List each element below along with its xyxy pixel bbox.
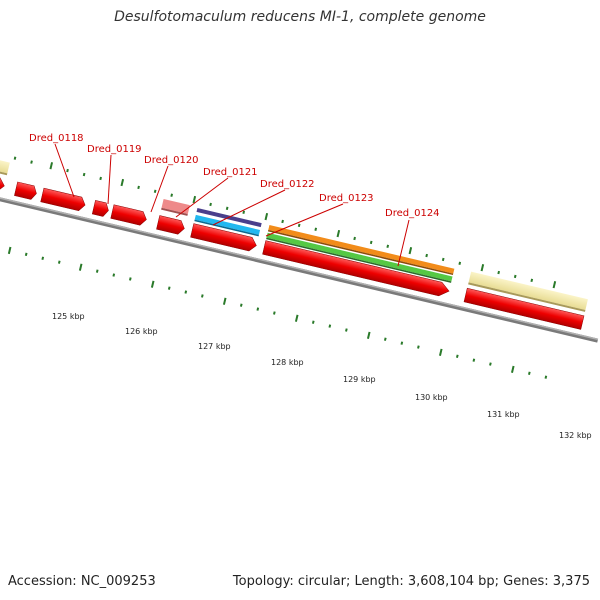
gene-arrow-0120 [91,200,109,217]
gene-label-0123: Dred_0123 [319,193,374,204]
gene-label-0119: Dred_0119 [87,144,142,155]
gene-arrows [0,163,585,330]
cyan-feature [194,214,261,235]
upper-tick-row [13,156,557,289]
gene-arrow-0118 [14,181,37,200]
label-leaders [54,143,410,267]
scale-label-129: 129 kbp [343,375,376,384]
gene-arrow-0123 [190,223,257,252]
leader-line-0118 [54,143,75,198]
scale-label-128: 128 kbp [271,358,304,367]
leader-line-0122 [212,189,286,226]
gene-arrow-0122 [156,215,185,235]
gene-label-0118: Dred_0118 [29,133,84,144]
scale-label-132: 132 kbp [559,431,592,440]
tan-feature-left [0,147,10,174]
gene-arrow-0119 [40,187,86,212]
green-feature [266,232,453,282]
gene-label-0120: Dred_0120 [144,155,199,166]
annotation-tracks [161,198,455,283]
genome-stats-text: Topology: circular; Length: 3,608,104 bp… [232,574,590,589]
gene-arrow-0124 [262,240,450,297]
scale-label-125: 125 kbp [52,312,85,321]
leader-line-0119 [107,154,112,205]
scale-label-130: 130 kbp [415,393,448,402]
scale-label-131: 131 kbp [487,410,520,419]
map-title: Desulfotomaculum reducens MI-1, complete… [114,9,486,25]
gene-label-0122: Dred_0122 [260,179,315,190]
pink-feature [161,198,190,214]
gene-arrow-0125 [463,287,585,330]
leader-line-0121 [175,177,229,218]
gene-arrow-0117 [0,163,5,192]
gene-label-0124: Dred_0124 [385,208,440,219]
scale-label-127: 127 kbp [198,342,231,351]
scale-tick-row [7,246,548,379]
gene-arrow-0121 [110,204,147,226]
scale-label-126: 126 kbp [125,327,158,336]
orange-feature [268,225,455,274]
accession-text: Accession: NC_009253 [8,574,156,589]
feature-track-tan [0,147,588,312]
tan-feature-right [468,271,588,310]
leader-line-0120 [150,165,169,213]
gene-label-0121: Dred_0121 [203,167,258,178]
leader-line-0123 [265,203,344,237]
leader-line-0124 [397,219,410,267]
